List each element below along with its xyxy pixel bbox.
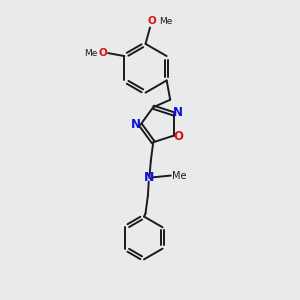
Text: N: N bbox=[144, 171, 154, 184]
Text: O: O bbox=[173, 130, 183, 143]
Text: Me: Me bbox=[84, 49, 98, 58]
Text: O: O bbox=[98, 48, 107, 58]
Text: O: O bbox=[147, 16, 156, 26]
Text: N: N bbox=[173, 106, 183, 118]
Text: Me: Me bbox=[172, 171, 187, 181]
Text: N: N bbox=[131, 118, 141, 131]
Text: Me: Me bbox=[160, 17, 173, 26]
